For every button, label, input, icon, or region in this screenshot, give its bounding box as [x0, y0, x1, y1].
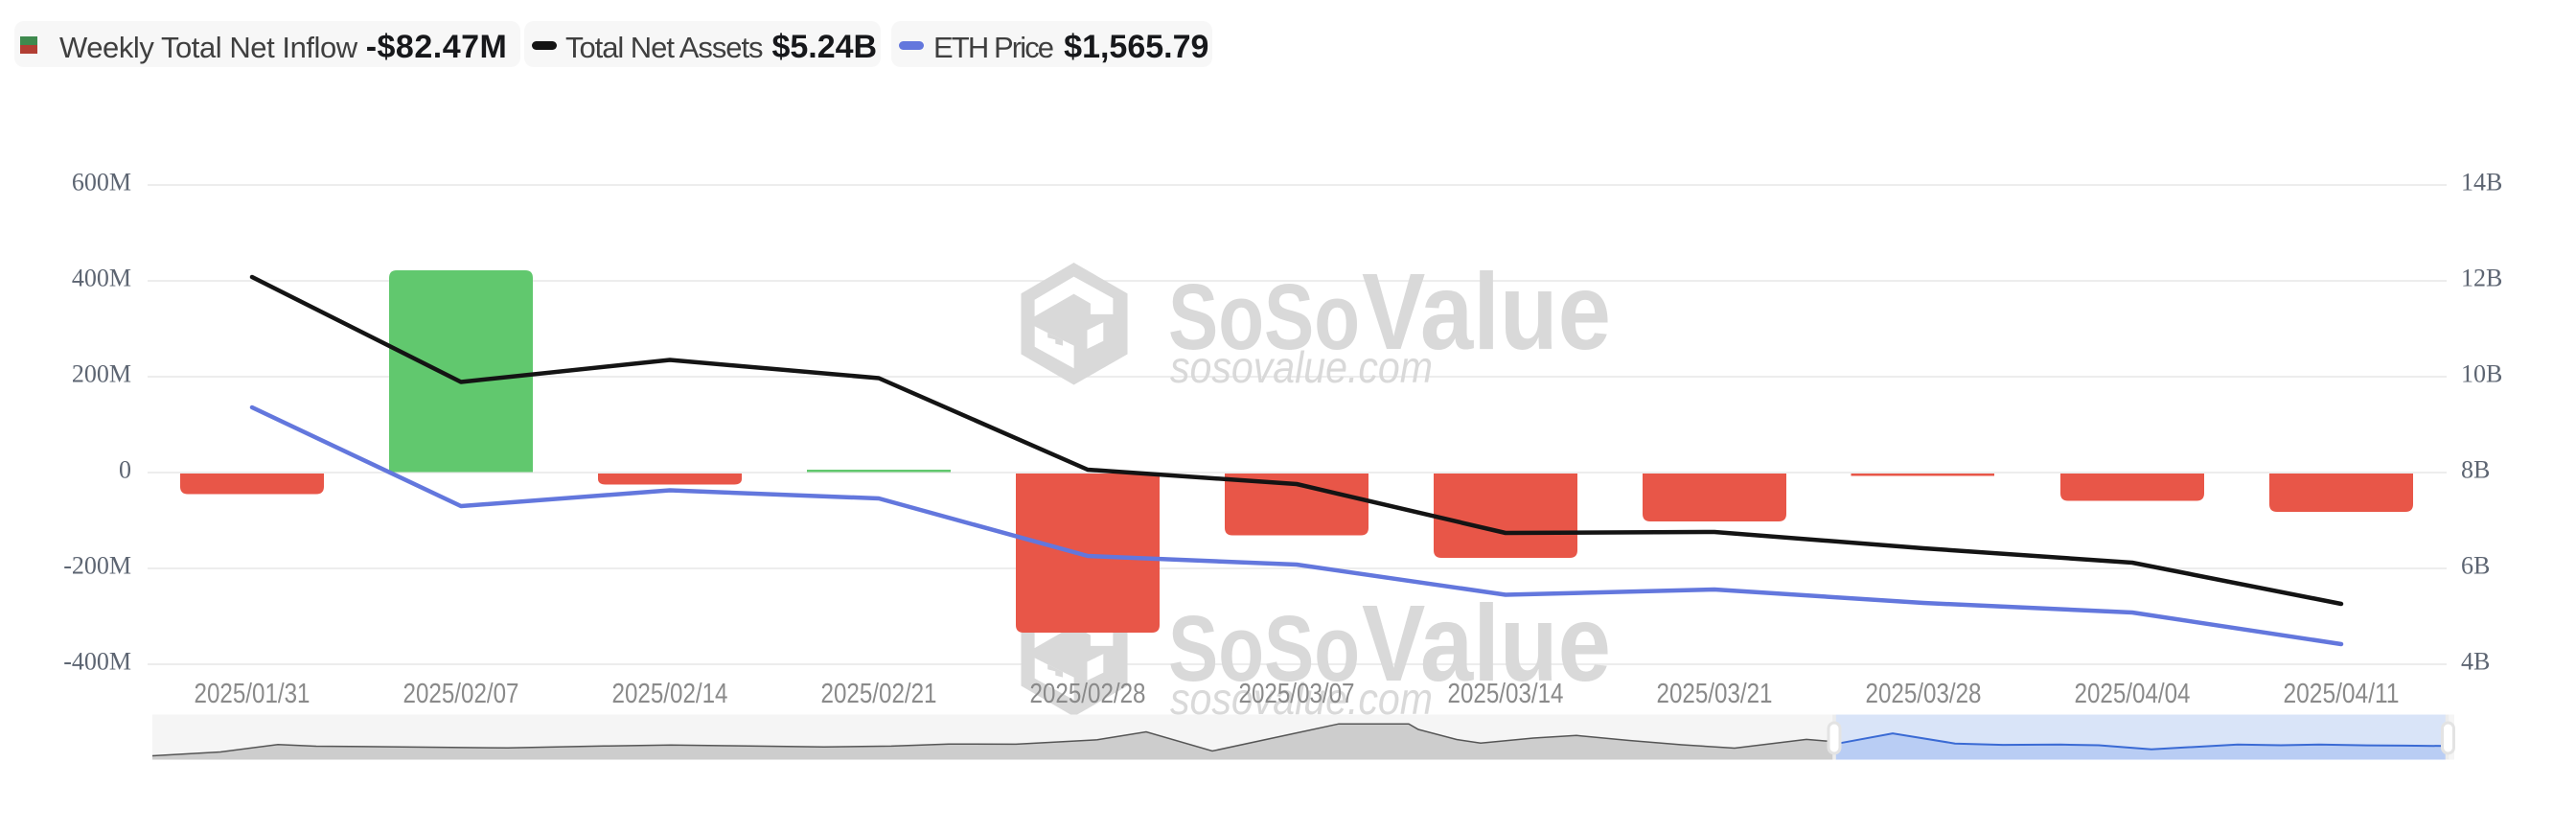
svg-text:SoSo: SoSo: [1168, 596, 1360, 701]
svg-text:2025/01/31: 2025/01/31: [195, 679, 310, 709]
svg-text:4B: 4B: [2461, 648, 2490, 676]
svg-text:2025/04/04: 2025/04/04: [2075, 679, 2191, 709]
svg-text:12B: 12B: [2461, 265, 2502, 292]
svg-text:6B: 6B: [2461, 552, 2490, 580]
svg-text:8B: 8B: [2461, 456, 2490, 484]
svg-text:2025/02/28: 2025/02/28: [1030, 679, 1146, 709]
svg-text:SoSo: SoSo: [1168, 265, 1360, 369]
svg-text:200M: 200M: [72, 360, 131, 388]
svg-text:0: 0: [119, 456, 131, 484]
svg-text:sosovalue.com: sosovalue.com: [1170, 342, 1433, 392]
svg-text:2025/04/11: 2025/04/11: [2284, 679, 2400, 709]
svg-text:2025/02/21: 2025/02/21: [821, 679, 937, 709]
svg-text:2025/03/28: 2025/03/28: [1866, 679, 1982, 709]
svg-text:10B: 10B: [2461, 360, 2502, 388]
svg-text:2025/02/14: 2025/02/14: [612, 679, 728, 709]
svg-text:-200M: -200M: [63, 552, 131, 580]
svg-text:2025/02/07: 2025/02/07: [403, 679, 519, 709]
svg-text:2025/03/14: 2025/03/14: [1448, 679, 1564, 709]
svg-text:2025/03/21: 2025/03/21: [1657, 679, 1773, 709]
svg-text:600M: 600M: [72, 169, 131, 196]
svg-text:Value: Value: [1362, 251, 1611, 372]
svg-text:2025/03/07: 2025/03/07: [1239, 679, 1355, 709]
svg-text:400M: 400M: [72, 265, 131, 292]
svg-text:14B: 14B: [2461, 169, 2502, 196]
svg-text:Value: Value: [1362, 583, 1611, 704]
svg-text:-400M: -400M: [63, 648, 131, 676]
